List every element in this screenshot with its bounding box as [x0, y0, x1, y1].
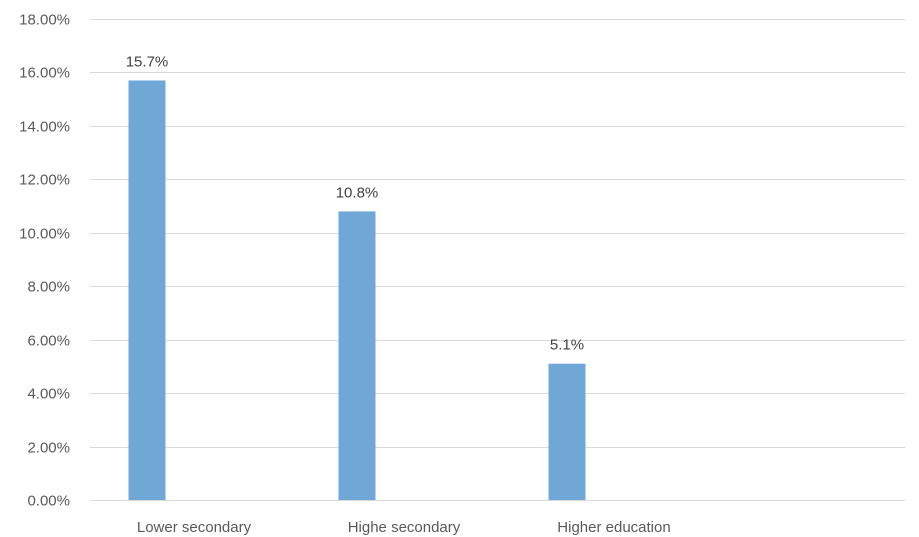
x-axis-category-labels: Lower secondary Highe secondary Higher edu…: [137, 519, 671, 536]
y-tick-label: 6.00%: [27, 333, 70, 350]
y-tick-label: 0.00%: [27, 493, 70, 510]
y-tick-label: 2.00%: [27, 440, 70, 457]
x-category-label: Lower secondary: [137, 519, 252, 536]
bar: [338, 211, 376, 500]
y-axis-tick-labels: 0.00% 2.00% 4.00% 6.00% 8.00% 10.00% 12.00% 14.…: [19, 12, 70, 510]
y-tick-label: 10.00%: [19, 226, 70, 243]
data-label: 10.8%: [336, 184, 379, 201]
gridlines: [90, 19, 905, 501]
x-category-label: Highe secondary: [348, 519, 461, 536]
data-labels: 15.7% 10.8% 5.1%: [126, 53, 584, 353]
y-tick-label: 8.00%: [27, 279, 70, 296]
bar: [548, 363, 586, 500]
y-tick-label: 4.00%: [27, 386, 70, 403]
y-tick-label: 12.00%: [19, 172, 70, 189]
y-tick-label: 16.00%: [19, 65, 70, 82]
y-tick-label: 18.00%: [19, 12, 70, 29]
data-label: 15.7%: [126, 53, 169, 70]
data-label: 5.1%: [550, 337, 584, 354]
bars: [128, 80, 586, 500]
bar: [128, 80, 166, 500]
x-category-label: Higher education: [557, 519, 670, 536]
y-tick-label: 14.00%: [19, 119, 70, 136]
